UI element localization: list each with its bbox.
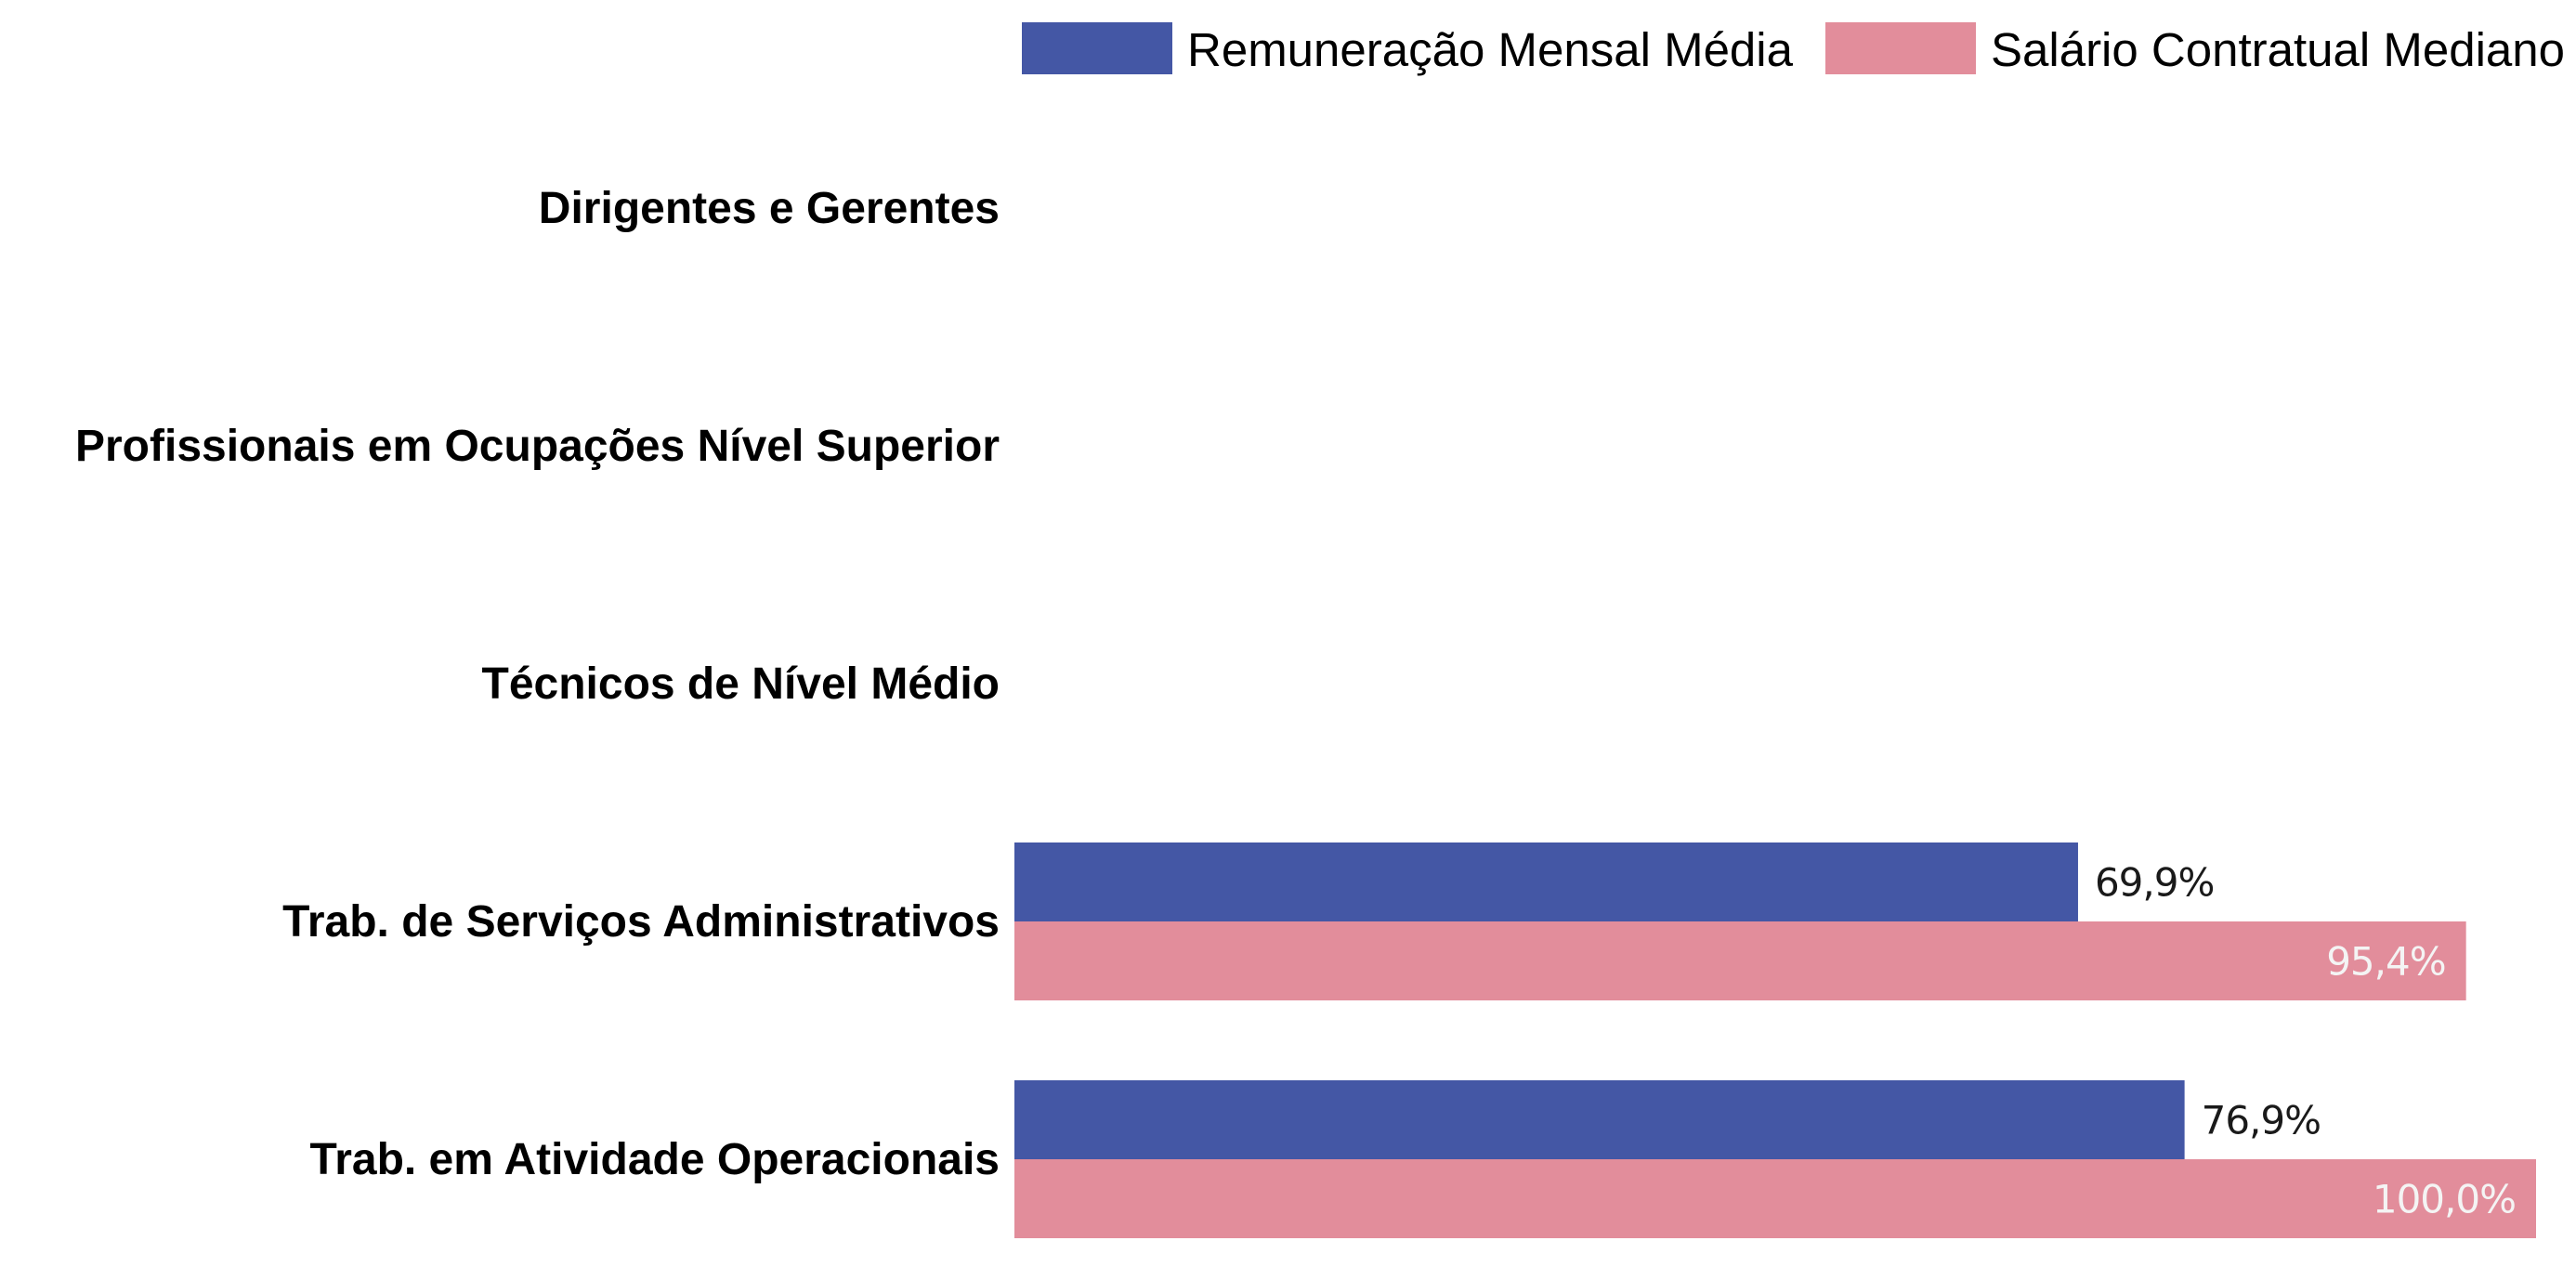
legend: Remuneração Mensal Média Salário Contrat… [1022,22,2565,76]
bar-series-1-cat-3 [1014,921,2466,1000]
bar-series-0-cat-3 [1014,842,2078,921]
legend-label-series-0: Remuneração Mensal Média [1187,23,1794,76]
data-label-series-1-cat-4: 100,0% [2373,1177,2516,1222]
category-labels: Dirigentes e Gerentes Profissionais em O… [75,184,1000,1184]
bar-series-0-cat-4 [1014,1080,2185,1159]
legend-swatch-series-1 [1825,22,1976,74]
category-label-0: Dirigentes e Gerentes [539,184,1000,233]
category-label-2: Técnicos de Nível Médio [482,660,1000,709]
data-label-series-1-cat-3: 95,4% [2326,939,2445,985]
category-label-3: Trab. de Serviços Administrativos [282,897,1000,947]
category-label-1: Profissionais em Ocupações Nível Superio… [75,422,1000,471]
bars [1014,842,2536,1238]
bar-series-1-cat-4 [1014,1159,2536,1238]
bar-labels: 69,9% 95,4% 76,9% 100,0% [2095,860,2517,1222]
category-label-4: Trab. em Atividade Operacionais [310,1135,1000,1184]
legend-label-series-1: Salário Contratual Mediano [1991,23,2565,76]
data-label-series-0-cat-4: 76,9% [2202,1098,2321,1143]
data-label-series-0-cat-3: 69,9% [2095,860,2214,906]
legend-swatch-series-0 [1022,22,1172,74]
